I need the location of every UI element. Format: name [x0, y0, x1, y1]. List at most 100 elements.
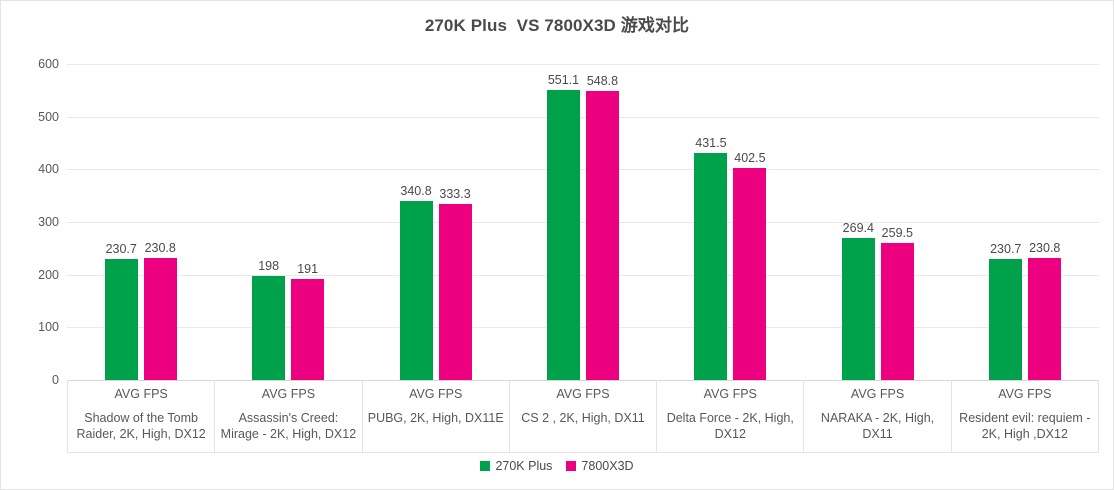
category-cell: AVG FPS PUBG, 2K, High, DX11E — [363, 380, 510, 452]
bar-series-b[interactable] — [291, 279, 325, 380]
bar-value-label: 548.8 — [586, 73, 619, 88]
bar-value-label: 551.1 — [547, 72, 580, 87]
category-cell: AVG FPS CS 2 , 2K, High, DX11 — [510, 380, 658, 452]
y-axis-tick-label: 200 — [38, 267, 59, 282]
gridline-0 — [67, 380, 1099, 381]
category-cell: AVG FPS Resident evil: requiem - 2K, High… — [952, 380, 1098, 452]
category-axis-table: AVG FPS Shadow of the Tomb Raider, 2K, Hi… — [67, 380, 1099, 453]
bar-column: 259.5 — [880, 64, 914, 380]
category-label: Shadow of the Tomb Raider, 2K, High, DX1… — [76, 411, 206, 441]
bar-group: 269.4 259.5 — [804, 64, 951, 380]
bar-column: 340.8 — [399, 64, 433, 380]
bar-series-b[interactable] — [880, 243, 914, 380]
y-axis: 0 100 200 300 400 500 600 — [1, 57, 59, 387]
y-axis-tick-label: 400 — [38, 162, 59, 177]
measure-label: AVG FPS — [556, 387, 610, 401]
bar-column: 230.7 — [104, 64, 138, 380]
bar-series-b[interactable] — [1028, 258, 1062, 380]
bar-value-label: 230.7 — [105, 241, 137, 256]
category-label: Resident evil: requiem - 2K, High ,DX12 — [959, 411, 1091, 441]
bar-column: 191 — [291, 64, 325, 380]
legend-swatch-icon — [480, 461, 491, 471]
bar-value-label: 431.5 — [695, 135, 727, 150]
bar-column: 431.5 — [694, 64, 728, 380]
gridline-100 — [67, 327, 1099, 329]
bar-value-label: 259.5 — [881, 226, 913, 241]
bar-series-a[interactable] — [252, 275, 286, 380]
bar-pair: 431.5 402.5 — [657, 64, 804, 380]
bar-series-b[interactable] — [585, 90, 619, 380]
bar-group: 230.7 230.8 — [952, 64, 1099, 380]
bar-value-label: 191 — [297, 262, 319, 277]
gridline-500 — [67, 116, 1099, 118]
measure-label: AVG FPS — [998, 387, 1052, 401]
y-axis-tick-label: 300 — [38, 215, 59, 229]
bar-pair: 198 191 — [214, 64, 361, 380]
bar-column: 230.8 — [1028, 64, 1062, 380]
legend-label: 7800X3D — [581, 459, 634, 473]
bar-series-a[interactable] — [546, 89, 580, 380]
bar-column: 333.3 — [438, 64, 472, 380]
legend-item-series-b[interactable]: 7800X3D — [566, 459, 634, 473]
measure-label: AVG FPS — [409, 387, 463, 401]
bar-series-b[interactable] — [438, 204, 472, 380]
legend-swatch-icon — [566, 461, 577, 471]
category-label: PUBG, 2K, High, DX11E — [367, 411, 504, 425]
bar-pair: 269.4 259.5 — [804, 64, 951, 380]
measure-label: AVG FPS — [114, 387, 168, 401]
bar-series-b[interactable] — [143, 258, 177, 380]
category-cell: AVG FPS Delta Force - 2K, High, DX12 — [657, 380, 805, 452]
gridline-400 — [67, 169, 1099, 171]
y-axis-tick-label: 100 — [38, 320, 59, 335]
bar-column: 230.8 — [143, 64, 177, 380]
measure-label: AVG FPS — [261, 387, 316, 401]
gridline-600 — [67, 64, 1099, 65]
bar-series-a[interactable] — [399, 200, 433, 380]
chart-title: 270K Plus VS 7800X3D 游戏对比 — [424, 16, 690, 35]
bar-pair: 230.7 230.8 — [952, 64, 1099, 380]
plot-area — [67, 64, 1099, 381]
legend-label: 270K Plus — [495, 459, 553, 473]
category-label: Delta Force - 2K, High, DX12 — [666, 411, 794, 441]
bar-pair: 551.1 548.8 — [509, 64, 656, 380]
bar-value-label: 198 — [258, 258, 280, 273]
bar-series-a[interactable] — [989, 258, 1023, 380]
legend-item-series-a[interactable]: 270K Plus — [480, 459, 552, 473]
y-axis-tick-label: 500 — [38, 109, 59, 124]
bar-series-a[interactable] — [841, 238, 875, 380]
y-axis-tick-label: 0 — [52, 373, 59, 387]
category-label: CS 2 , 2K, High, DX11 — [521, 411, 645, 425]
bar-column: 269.4 — [841, 64, 875, 380]
bar-column: 230.7 — [989, 64, 1023, 380]
bar-column: 402.5 — [733, 64, 767, 380]
bar-value-label: 230.7 — [990, 241, 1022, 256]
bar-series-a[interactable] — [104, 258, 138, 380]
bar-group: 198 191 — [214, 64, 361, 380]
bar-column: 551.1 — [546, 64, 580, 380]
bar-group: 340.8 333.3 — [362, 64, 509, 380]
bar-value-label: 230.8 — [1029, 241, 1061, 256]
bar-group: 431.5 402.5 — [657, 64, 804, 380]
gridline-300 — [67, 222, 1099, 223]
bar-column: 198 — [252, 64, 286, 380]
measure-label: AVG FPS — [850, 387, 905, 401]
category-cell: AVG FPS Shadow of the Tomb Raider, 2K, Hi… — [68, 380, 216, 452]
measure-label: AVG FPS — [703, 387, 757, 401]
y-axis-tick-label: 600 — [38, 57, 59, 71]
bar-series-a[interactable] — [694, 152, 728, 380]
bar-pair: 340.8 333.3 — [362, 64, 509, 380]
bar-value-label: 340.8 — [400, 183, 432, 198]
category-cell: AVG FPS NARAKA - 2K, High, DX11 — [804, 380, 952, 452]
bar-pair: 230.7 230.8 — [67, 64, 214, 380]
bar-value-label: 402.5 — [734, 151, 766, 166]
bar-value-label: 333.3 — [439, 187, 471, 202]
bar-group: 551.1 548.8 — [509, 64, 656, 380]
bar-series-b[interactable] — [733, 168, 767, 380]
bar-value-label: 269.4 — [842, 221, 874, 236]
category-label: Assassin's Creed: Mirage - 2K, High, DX1… — [220, 411, 357, 441]
gridline-200 — [67, 274, 1099, 276]
bar-group: 230.7 230.8 — [67, 64, 214, 380]
category-cell: AVG FPS Assassin's Creed: Mirage - 2K, Hi… — [215, 380, 363, 452]
category-label: NARAKA - 2K, High, DX11 — [820, 411, 935, 441]
